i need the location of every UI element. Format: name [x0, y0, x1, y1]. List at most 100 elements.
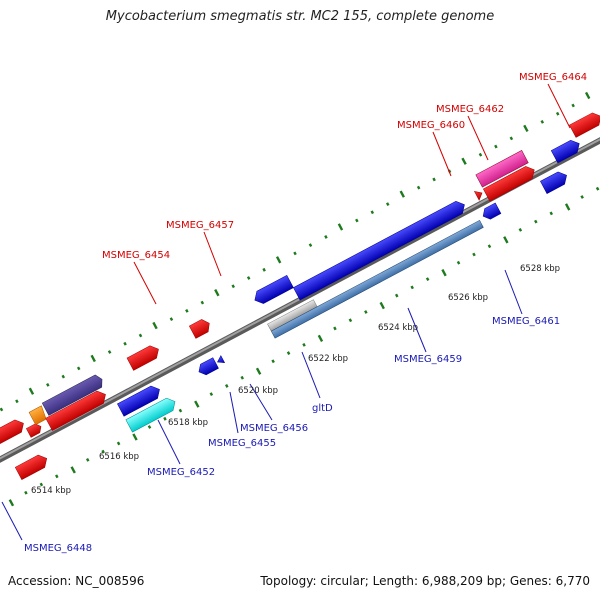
gene-feature[interactable] — [41, 373, 105, 416]
gene-label[interactable]: MSMEG_6457 — [166, 220, 234, 231]
tick-major — [441, 269, 447, 277]
gene-feature[interactable] — [270, 220, 484, 339]
tick-minor — [348, 318, 353, 323]
gene-feature[interactable] — [188, 317, 212, 339]
tick-minor — [540, 120, 545, 124]
tick-minor — [200, 300, 205, 305]
gene-feature[interactable] — [14, 452, 50, 480]
tick-minor — [308, 243, 313, 248]
tick-minor — [425, 277, 430, 282]
gene-feature[interactable] — [45, 388, 109, 431]
tick-minor — [302, 342, 306, 347]
tick-label: 6518 kbp — [168, 418, 208, 428]
tick-minor — [534, 219, 538, 224]
tick-minor — [456, 260, 461, 265]
tick-minor — [209, 392, 214, 397]
gene-feature[interactable] — [550, 137, 582, 164]
gene-label[interactable]: MSMEG_6448 — [24, 543, 92, 554]
tick-minor — [416, 185, 421, 190]
tick-minor — [410, 285, 414, 290]
tick-major — [90, 354, 96, 363]
tick-major — [28, 387, 35, 395]
tick-minor — [286, 351, 291, 355]
tick-minor — [324, 235, 328, 239]
gene-label[interactable]: MSMEG_6452 — [147, 467, 215, 478]
gene-feature[interactable] — [117, 383, 162, 417]
tick-minor — [518, 227, 523, 232]
gene-feature[interactable] — [25, 422, 43, 438]
tick-minor — [555, 111, 560, 116]
gene-feature[interactable] — [0, 417, 27, 447]
gene-label[interactable]: MSMEG_6459 — [394, 354, 462, 365]
tick-minor — [333, 326, 337, 331]
forward-callouts — [133, 83, 571, 305]
tick-minor — [163, 416, 167, 421]
reverse-gene-labels: MSMEG_6461 MSMEG_6459 gltD MSMEG_6456 MS… — [24, 316, 560, 554]
tick-major — [8, 499, 15, 507]
tick-minor — [0, 407, 4, 412]
tick-minor — [472, 252, 476, 257]
tick-major — [317, 334, 324, 343]
tick-label: 6516 kbp — [99, 452, 139, 462]
tick-minor — [240, 375, 244, 380]
tick-minor — [580, 195, 584, 199]
gene-label[interactable]: MSMEG_6456 — [240, 423, 308, 434]
tick-minor — [85, 457, 90, 462]
gene-feature[interactable] — [475, 150, 529, 188]
tick-minor — [24, 490, 28, 495]
tick-labels: 6514 kbp 6516 kbp 6518 kbp 6520 kbp 6522… — [31, 264, 560, 496]
tick-label: 6526 kbp — [448, 293, 488, 303]
gene-feature[interactable] — [196, 357, 219, 378]
gene-label[interactable]: MSMEG_6462 — [436, 104, 504, 115]
tick-minor — [487, 244, 492, 249]
gene-feature[interactable] — [252, 274, 294, 306]
gene-label[interactable]: MSMEG_6454 — [102, 250, 170, 261]
tick-minor — [478, 152, 483, 157]
gene-label[interactable]: MSMEG_6464 — [519, 72, 587, 83]
tick-minor — [364, 310, 368, 314]
gene-feature[interactable] — [569, 110, 600, 138]
gene-label[interactable]: MSMEG_6460 — [397, 120, 465, 131]
tick-minor — [271, 359, 275, 364]
tick-minor — [432, 177, 436, 182]
tick-minor — [55, 474, 59, 479]
tick-minor — [370, 210, 375, 215]
reverse-callouts — [1, 269, 523, 541]
tick-minor — [101, 449, 105, 454]
tick-minor — [549, 211, 554, 216]
tick-major — [503, 236, 509, 244]
tick-major — [337, 223, 344, 231]
tick-major — [255, 367, 262, 375]
gene-feature[interactable] — [482, 164, 537, 202]
tick-minor — [494, 144, 498, 149]
tick-minor — [116, 441, 121, 446]
tick-label: 6522 kbp — [308, 354, 348, 364]
accession-text: Accession: NC_008596 — [8, 574, 145, 588]
tick-minor — [293, 251, 297, 256]
gene-feature[interactable] — [293, 198, 467, 301]
tick-minor — [169, 317, 174, 321]
gene-feature[interactable] — [125, 395, 178, 433]
tick-minor — [107, 350, 112, 354]
tick-minor — [15, 399, 19, 404]
tick-row-reverse — [8, 186, 600, 507]
tick-minor — [385, 202, 390, 206]
tick-major — [132, 433, 138, 441]
tick-minor — [262, 267, 266, 272]
gene-feature[interactable] — [473, 189, 484, 201]
gene-feature[interactable] — [216, 355, 226, 366]
tick-minor — [355, 218, 359, 223]
genome-summary: Topology: circular; Length: 6,988,209 bp… — [260, 574, 590, 588]
map-title: Mycobacterium smegmatis str. MC2 155, co… — [105, 9, 495, 24]
gene-label[interactable]: gltD — [312, 403, 333, 414]
gene-label[interactable]: MSMEG_6455 — [208, 438, 276, 449]
gene-label[interactable]: MSMEG_6461 — [492, 316, 560, 327]
tick-label: 6524 kbp — [378, 323, 418, 333]
tick-major — [399, 190, 405, 198]
tick-minor — [225, 384, 229, 388]
gene-feature[interactable] — [480, 202, 502, 222]
gene-feature[interactable] — [126, 343, 162, 371]
genome-strip — [0, 91, 600, 507]
gene-feature[interactable] — [540, 169, 570, 194]
